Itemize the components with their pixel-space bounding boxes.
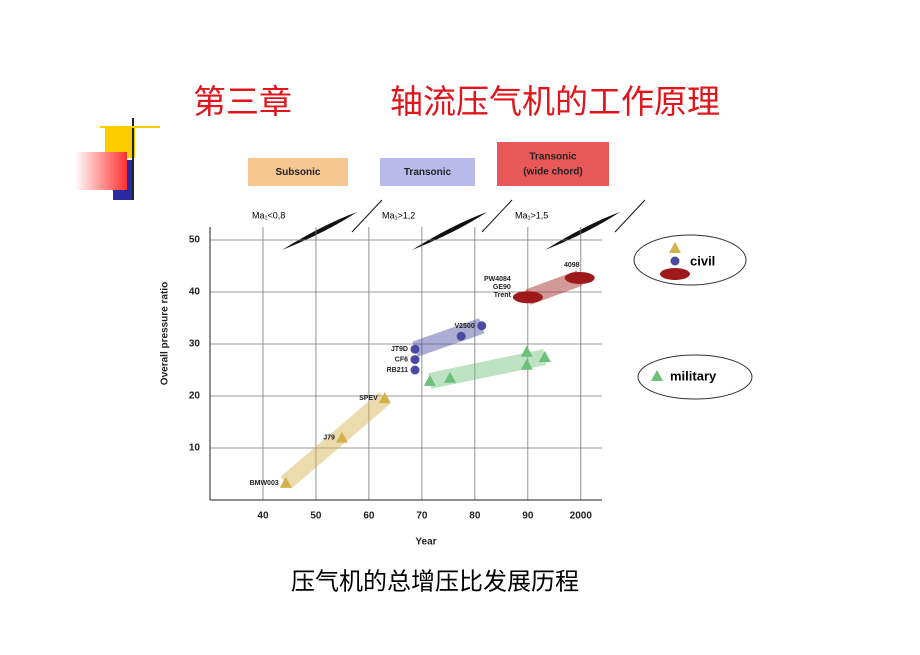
point bbox=[279, 476, 292, 488]
point-label: RB211 bbox=[387, 367, 409, 374]
point bbox=[410, 365, 420, 375]
blade-icon bbox=[412, 212, 487, 250]
x-tick-label: 60 bbox=[363, 511, 375, 522]
y-tick-label: 20 bbox=[189, 391, 201, 402]
point bbox=[335, 431, 348, 443]
slide-title: 轴流压气机的工作原理 bbox=[390, 82, 720, 121]
point bbox=[520, 345, 533, 357]
regime-box bbox=[380, 158, 475, 186]
point-label: J79 bbox=[323, 434, 335, 441]
regime-box bbox=[248, 158, 348, 186]
point-label: PW4084 GE90 Trent bbox=[484, 276, 512, 299]
x-tick-label: 2000 bbox=[570, 511, 593, 522]
x-tick-label: 40 bbox=[257, 511, 269, 522]
arrow bbox=[614, 199, 646, 233]
legend-frame bbox=[633, 234, 747, 286]
arrow bbox=[481, 199, 513, 233]
point bbox=[520, 358, 533, 370]
point bbox=[410, 344, 420, 354]
y-tick-label: 40 bbox=[189, 287, 201, 298]
point-label: V2500 bbox=[455, 323, 475, 330]
point bbox=[456, 331, 466, 341]
point-label: 4098 bbox=[564, 262, 580, 269]
deco-square bbox=[75, 152, 127, 190]
mach-label: Ma₁>1,2 bbox=[382, 210, 415, 220]
blade-icon bbox=[282, 212, 357, 250]
arrow bbox=[351, 199, 383, 233]
legend-frame bbox=[637, 354, 753, 400]
regime-label: Transonic bbox=[404, 167, 452, 178]
regime-label: Transonic (wide chord) bbox=[523, 151, 582, 177]
x-axis-label: Year bbox=[415, 537, 436, 548]
point-label: SPEV bbox=[359, 395, 378, 402]
slide-chapter: 第三章 bbox=[193, 82, 292, 121]
y-tick-label: 50 bbox=[189, 235, 201, 246]
point-label: CF6 bbox=[395, 356, 408, 363]
trend-band bbox=[280, 392, 391, 489]
point bbox=[670, 256, 680, 266]
point bbox=[443, 371, 456, 383]
point bbox=[410, 355, 420, 365]
x-tick-label: 50 bbox=[310, 511, 322, 522]
legend-label: civil bbox=[690, 253, 715, 268]
mach-label: Ma₁>1,5 bbox=[515, 210, 548, 220]
trend-band bbox=[412, 318, 485, 357]
regime-label: Subsonic bbox=[275, 167, 320, 178]
regime-box bbox=[497, 142, 609, 186]
x-tick-label: 90 bbox=[522, 511, 534, 522]
mach-label: Ma₁<0,8 bbox=[252, 210, 285, 220]
point-label: BMW003 bbox=[250, 480, 279, 487]
y-tick-label: 30 bbox=[189, 339, 201, 350]
caption: 压气机的总增压比发展历程 bbox=[291, 568, 579, 596]
x-tick-label: 70 bbox=[416, 511, 428, 522]
point bbox=[538, 351, 551, 362]
x-tick-label: 80 bbox=[469, 511, 481, 522]
point bbox=[423, 374, 436, 386]
chart: Subsonic Ma₁<0,8 Transonic Ma₁>1,2 Transonic… bbox=[160, 142, 753, 548]
point bbox=[378, 392, 391, 404]
y-axis-label: Overall pressure ratio bbox=[160, 282, 171, 385]
point bbox=[669, 242, 681, 253]
point bbox=[477, 321, 487, 331]
y-tick-label: 10 bbox=[189, 443, 201, 454]
legend-label: military bbox=[670, 368, 717, 383]
blade-icon bbox=[545, 212, 620, 250]
point bbox=[660, 268, 690, 280]
point bbox=[512, 291, 543, 304]
point bbox=[564, 271, 595, 284]
point-label: JT9D bbox=[391, 346, 408, 353]
point bbox=[651, 370, 663, 381]
